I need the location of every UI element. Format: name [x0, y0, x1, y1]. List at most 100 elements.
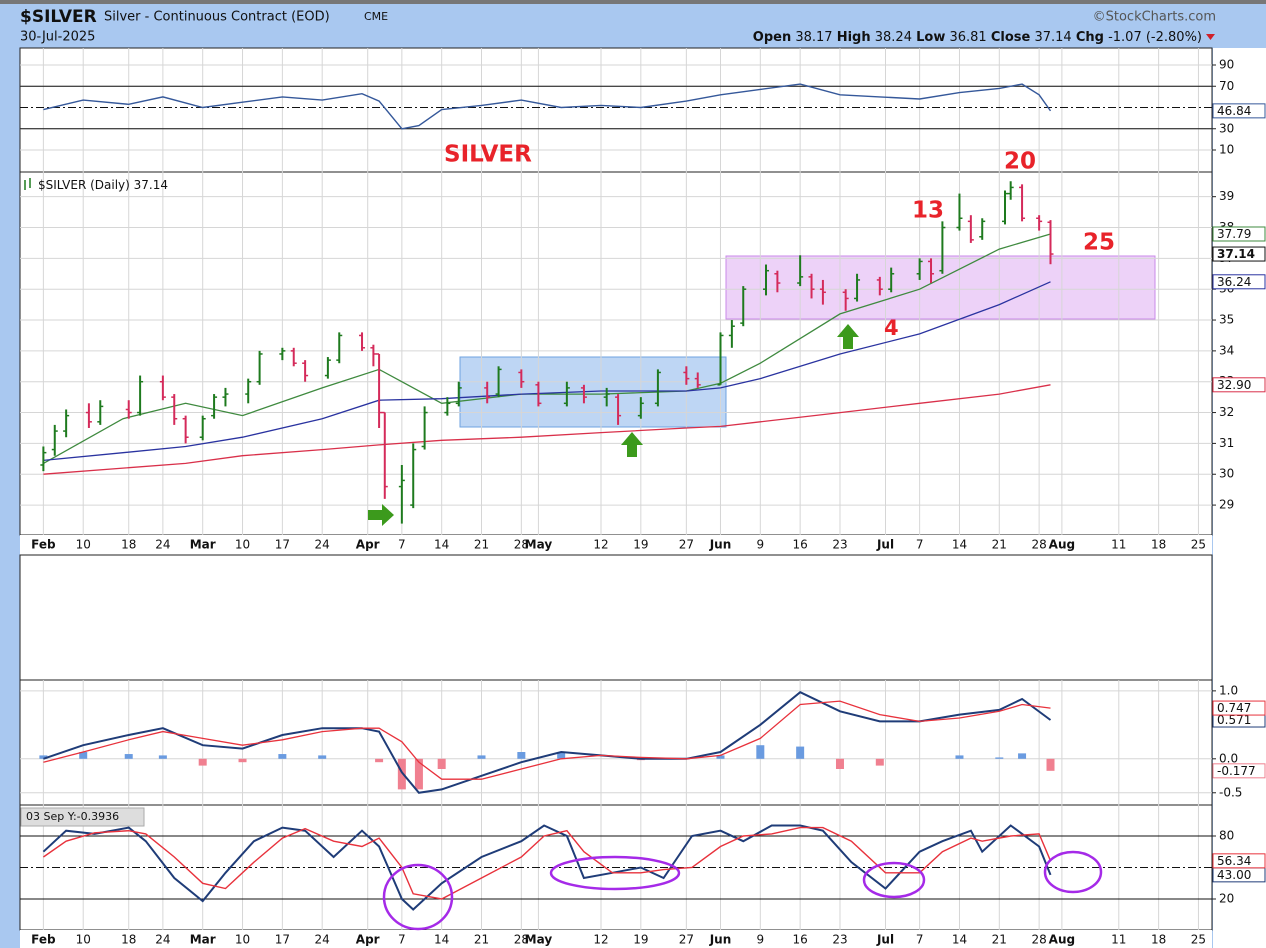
x-tick-label: Apr: [356, 538, 380, 552]
x-tick-label: 28: [514, 933, 529, 947]
x-tick-label: 16: [793, 538, 808, 552]
x-tick-label: 23: [832, 933, 847, 947]
x-tick-label: 14: [952, 538, 967, 552]
x-tick-label: 14: [952, 933, 967, 947]
annotation: 4: [884, 316, 899, 340]
moving-average: [43, 281, 1051, 462]
value-label: -0.177: [1217, 764, 1256, 778]
series-line: [43, 691, 1052, 794]
x-tick-label: 17: [275, 538, 290, 552]
y-tick-label: 10: [1219, 143, 1234, 157]
value-label: 0.747: [1217, 701, 1251, 715]
histogram-bar: [1018, 753, 1027, 759]
y-tick-label: 31: [1219, 436, 1234, 450]
x-tick-label: 28: [1031, 933, 1046, 947]
value-label: 56.34: [1217, 854, 1251, 868]
value-label: 43.00: [1217, 868, 1251, 882]
y-tick-label: -0.5: [1219, 785, 1242, 799]
series-line: [43, 83, 1052, 130]
value-label-box: [1212, 377, 1266, 393]
histogram-bar: [477, 755, 486, 759]
macd-panel: [19, 679, 1213, 806]
quote-value: 38.17: [795, 30, 832, 45]
value-label-box: [1212, 103, 1266, 119]
x-tick-label: 28: [1031, 538, 1046, 552]
histogram-bar: [955, 755, 964, 759]
highlight-ellipse: [382, 863, 454, 931]
value-label-box: [1212, 226, 1266, 242]
x-tick-label: 7: [398, 538, 406, 552]
y-tick-label: 35: [1219, 313, 1234, 327]
x-tick-label: 18: [121, 933, 136, 947]
rsi-panel: [19, 47, 1213, 173]
histogram-bar: [278, 754, 287, 759]
x-tick-label: 10: [235, 933, 250, 947]
histogram-bar: [756, 745, 765, 759]
histogram-bar: [124, 754, 133, 759]
arrow-marker: [837, 324, 859, 349]
histogram-bar: [198, 758, 207, 766]
x-tick-label: 9: [756, 933, 764, 947]
range-zone: [459, 356, 727, 428]
histogram-bar: [995, 757, 1004, 759]
x-tick-label: Aug: [1049, 538, 1075, 552]
arrow-marker: [621, 432, 643, 457]
exchange: CME: [364, 10, 388, 23]
x-tick-label: 27: [679, 538, 694, 552]
quote-value: 38.24: [875, 30, 912, 45]
annotation: 20: [1004, 149, 1036, 175]
top-border: [0, 0, 1266, 4]
highlight-ellipse: [549, 855, 681, 891]
x-tick-label: 18: [121, 538, 136, 552]
histogram-bar: [517, 752, 526, 759]
x-tick-label: 18: [1151, 933, 1166, 947]
y-tick-label: 90: [1219, 58, 1234, 72]
legend-title: $SILVER (Daily): [38, 178, 130, 192]
x-tick-label: Jul: [876, 538, 894, 552]
value-label: 37.79: [1217, 227, 1251, 241]
quote-value: -1.07: [1108, 30, 1142, 45]
histogram-bar: [414, 758, 423, 790]
x-tick-label: 10: [235, 538, 250, 552]
x-tick-label: May: [525, 538, 553, 552]
histogram-bar: [875, 758, 884, 766]
value-label-box: [1212, 274, 1266, 290]
quote-label: Low: [916, 30, 945, 45]
highlights: [382, 850, 1103, 931]
x-tick-label: 10: [76, 538, 91, 552]
x-tick-label: 21: [992, 933, 1007, 947]
y-tick-label: 30: [1219, 467, 1234, 481]
plot-layer: 10 30 70 90 46.84 Feb 10 18 24 Mar 10 17 24 Apr 7 14 21 2…: [20, 48, 1266, 947]
x-tick-label: 17: [275, 933, 290, 947]
x-tick-label: 21: [474, 933, 489, 947]
histogram-bar: [397, 758, 406, 790]
histogram-bar: [238, 758, 247, 763]
histogram-bar: [158, 755, 167, 759]
x-tick-label: 14: [434, 538, 449, 552]
x-tick-label: 12: [593, 538, 608, 552]
series-line: [42, 824, 1052, 911]
histogram-bar: [835, 758, 844, 769]
arrow-marker: [368, 504, 394, 526]
x-tick-label: 21: [992, 538, 1007, 552]
x-tick-label: 19: [633, 538, 648, 552]
annotation: 25: [1083, 230, 1115, 256]
value-label-box: [1212, 246, 1266, 262]
y-tick-label: 20: [1219, 892, 1234, 906]
x-tick-label: 7: [916, 933, 924, 947]
x-tick-label: 11: [1111, 538, 1126, 552]
quote: Open 38.17 High 38.24 Low 36.81 Close 37…: [753, 30, 1202, 45]
x-tick-label: Feb: [31, 933, 56, 947]
y-tick-label: 34: [1219, 343, 1234, 357]
x-tick-label: Jul: [876, 933, 894, 947]
histogram-bar: [437, 758, 446, 769]
histogram-bar: [39, 755, 48, 759]
y-tick-label: 29: [1219, 498, 1234, 512]
highlight-ellipse: [862, 861, 926, 899]
y-tick-label: 32: [1219, 405, 1234, 419]
x-tick-label: 25: [1191, 933, 1206, 947]
value-label-box: [1212, 700, 1266, 716]
value-label: 46.84: [1217, 104, 1251, 118]
price-legend: $SILVER (Daily) 37.14: [38, 178, 168, 192]
